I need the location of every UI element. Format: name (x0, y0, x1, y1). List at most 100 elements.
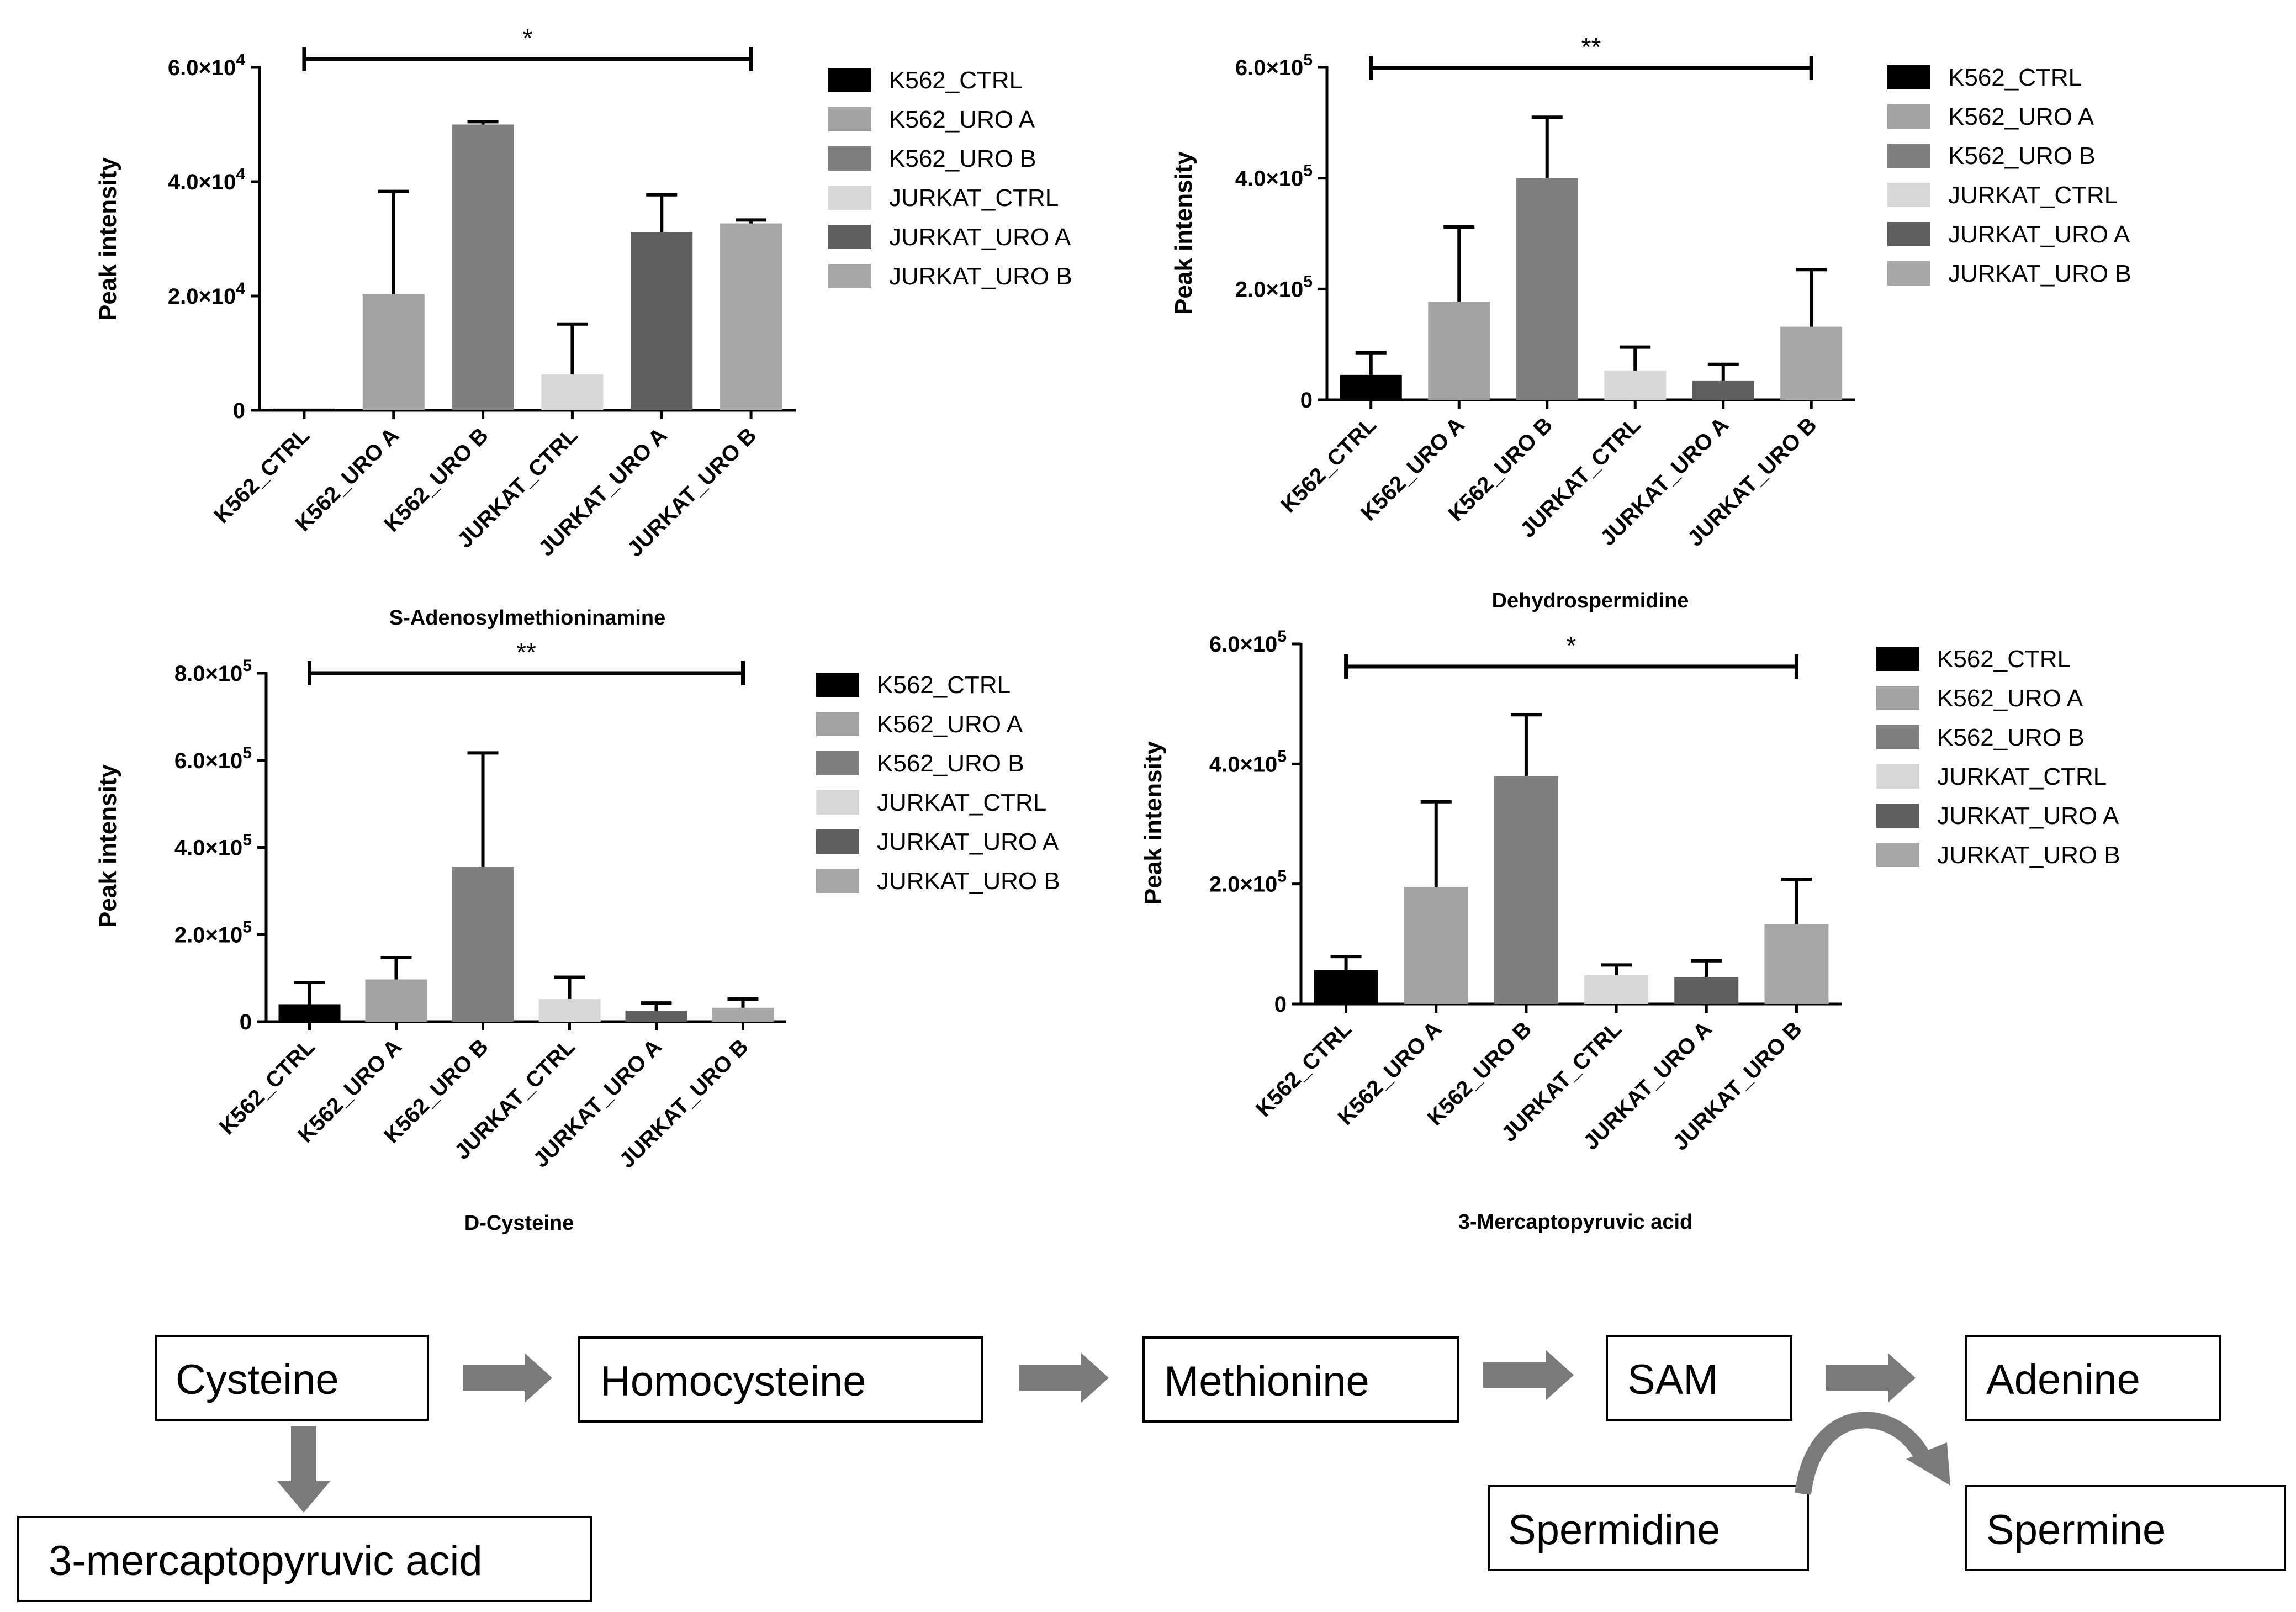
legend-entry: K562_URO B (1948, 142, 2096, 170)
y-axis-label: Peak intensity (94, 157, 121, 321)
bar-k562-uro-b (1494, 776, 1558, 1004)
y-axis-label: Peak intensity (1170, 151, 1197, 315)
y-tick-label: 4.0×105 (1209, 747, 1287, 776)
legend-entry: K562_URO B (889, 145, 1036, 172)
bar-jurkat-uro-a (625, 1011, 687, 1022)
y-tick-label: 2.0×105 (1235, 272, 1313, 302)
legend-swatch (828, 146, 871, 171)
bar-k562-ctrl (1340, 374, 1402, 400)
legend-entry: JURKAT_URO A (1948, 221, 2130, 248)
bar-k562-uro-a (365, 979, 427, 1022)
legend-entry: JURKAT_URO A (1937, 802, 2119, 829)
legend-entry: JURKAT_URO B (1948, 260, 2131, 287)
legend-entry: JURKAT_CTRL (1937, 763, 2107, 790)
significance-label: ** (1581, 33, 1601, 61)
chart-2: 0 2.0×105 4.0×105 6.0×105 K562_CTRL K562_URO … (1170, 33, 2131, 612)
bar-jurkat-ctrl (541, 374, 604, 410)
chart-4: 0 2.0×105 4.0×105 6.0×105 K562_CTRL K562_URO … (1140, 627, 2120, 1234)
legend-swatch (1876, 804, 1919, 828)
arrow-cysteine-to-homocysteine (463, 1353, 552, 1403)
significance-label: ** (516, 638, 536, 667)
legend-swatch (816, 869, 859, 893)
pathway-box-mercaptopyruvic: 3-mercaptopyruvic acid (17, 1516, 592, 1602)
bar-jurkat-uro-b (1780, 326, 1843, 400)
legend-swatch (816, 751, 859, 775)
legend-entry: K562_URO A (877, 711, 1023, 738)
bar-k562-uro-a (1404, 887, 1468, 1004)
pathway-box-spermidine: Spermidine (1488, 1485, 1809, 1571)
legend-entry: JURKAT_URO B (889, 263, 1072, 290)
arrow-methionine-to-sam (1483, 1350, 1574, 1400)
pathway-label-cysteine: Cysteine (176, 1356, 339, 1403)
legend-swatch (1876, 725, 1919, 749)
legend-swatch (828, 68, 871, 92)
bar-jurkat-uro-b (1764, 924, 1829, 1004)
legend: K562_CTRL K562_URO A K562_URO B JURKAT_CTRL… (1887, 64, 2131, 287)
legend: K562_CTRL K562_URO A K562_URO B JURKAT_CTRL… (816, 672, 1060, 895)
legend-entry: JURKAT_CTRL (877, 789, 1046, 816)
significance-label: * (523, 24, 533, 52)
y-tick-label: 6.0×105 (1235, 51, 1313, 80)
y-tick-label: 6.0×105 (1209, 627, 1287, 657)
legend-swatch (1887, 261, 1930, 286)
y-tick-label: 2.0×104 (168, 279, 245, 309)
bar-k562-uro-b (1516, 178, 1578, 400)
pathway-label-mercaptopyruvic: 3-mercaptopyruvic acid (49, 1537, 483, 1584)
y-tick-label: 4.0×105 (174, 831, 252, 860)
bar-k562-uro-b (452, 866, 514, 1022)
y-tick-label: 4.0×104 (168, 165, 245, 194)
pathway-box-adenine: Adenine (1965, 1335, 2221, 1421)
pathway-diagram: Cysteine Homocysteine Methionine SAM Ade… (17, 1335, 2286, 1602)
bar-k562-ctrl (278, 1004, 341, 1022)
bar-k562-uro-a (362, 294, 425, 410)
legend-entry: K562_URO A (1937, 685, 2083, 712)
legend-swatch (816, 829, 859, 854)
legend-swatch (1887, 222, 1930, 246)
pathway-label-sam: SAM (1627, 1356, 1718, 1403)
legend-entry: JURKAT_CTRL (889, 184, 1059, 212)
y-tick-label: 4.0×105 (1235, 162, 1313, 191)
chart-title: 3-Mercaptopyruvic acid (1458, 1211, 1692, 1234)
legend-swatch (1887, 144, 1930, 168)
legend-entry: K562_URO A (889, 106, 1035, 133)
arrow-sam-to-adenine (1826, 1353, 1916, 1403)
bar-k562-ctrl (273, 408, 335, 410)
legend-entry: JURKAT_URO B (1937, 842, 2120, 869)
y-axis-label: Peak intensity (94, 764, 121, 928)
charts-layer: 0 2.0×104 4.0×104 6.0×104 K562_CTRL K562_URO … (94, 24, 2131, 1235)
legend-swatch (816, 712, 859, 736)
pathway-label-methionine: Methionine (1164, 1358, 1369, 1405)
pathway-box-spermine: Spermine (1965, 1485, 2286, 1571)
pathway-label-spermine: Spermine (1986, 1507, 2166, 1553)
arrow-homocysteine-to-methionine (1019, 1353, 1109, 1403)
legend-entry: JURKAT_CTRL (1948, 182, 2118, 209)
legend: K562_CTRL K562_URO A K562_URO B JURKAT_CTRL… (1876, 646, 2120, 869)
legend-swatch (1887, 183, 1930, 207)
legend-swatch (816, 790, 859, 815)
chart-title: S-Adenosylmethioninamine (389, 606, 665, 630)
legend-swatch (828, 225, 871, 249)
bar-k562-uro-b (452, 124, 514, 410)
chart-1: 0 2.0×104 4.0×104 6.0×104 K562_CTRL K562_URO … (94, 24, 1072, 630)
bar-jurkat-ctrl (1584, 975, 1649, 1004)
chart-3: 02.0×1054.0×1056.0×1058.0×105K562_CTRLK5… (94, 638, 1060, 1235)
legend-swatch (1887, 104, 1930, 129)
bar-k562-ctrl (1314, 970, 1378, 1004)
pathway-label-spermidine: Spermidine (1508, 1507, 1720, 1553)
y-tick-label: 6.0×105 (174, 744, 252, 773)
y-tick-label: 0 (233, 399, 245, 423)
bar-jurkat-uro-a (1674, 977, 1739, 1004)
arrow-spermidine-to-spermine (1795, 1412, 1930, 1495)
legend-entry: K562_URO B (1937, 724, 2085, 751)
legend-entry: JURKAT_URO B (877, 868, 1060, 895)
pathway-label-homocysteine: Homocysteine (600, 1358, 866, 1405)
legend-entry: K562_URO B (877, 750, 1024, 777)
bar-k562-uro-a (1428, 302, 1490, 400)
legend-swatch (828, 264, 871, 288)
legend-entry: K562_CTRL (889, 67, 1023, 94)
y-tick-label: 6.0×104 (168, 51, 245, 80)
bar-jurkat-uro-b (720, 223, 782, 410)
y-tick-label: 0 (240, 1010, 252, 1034)
bar-jurkat-ctrl (1604, 370, 1667, 400)
